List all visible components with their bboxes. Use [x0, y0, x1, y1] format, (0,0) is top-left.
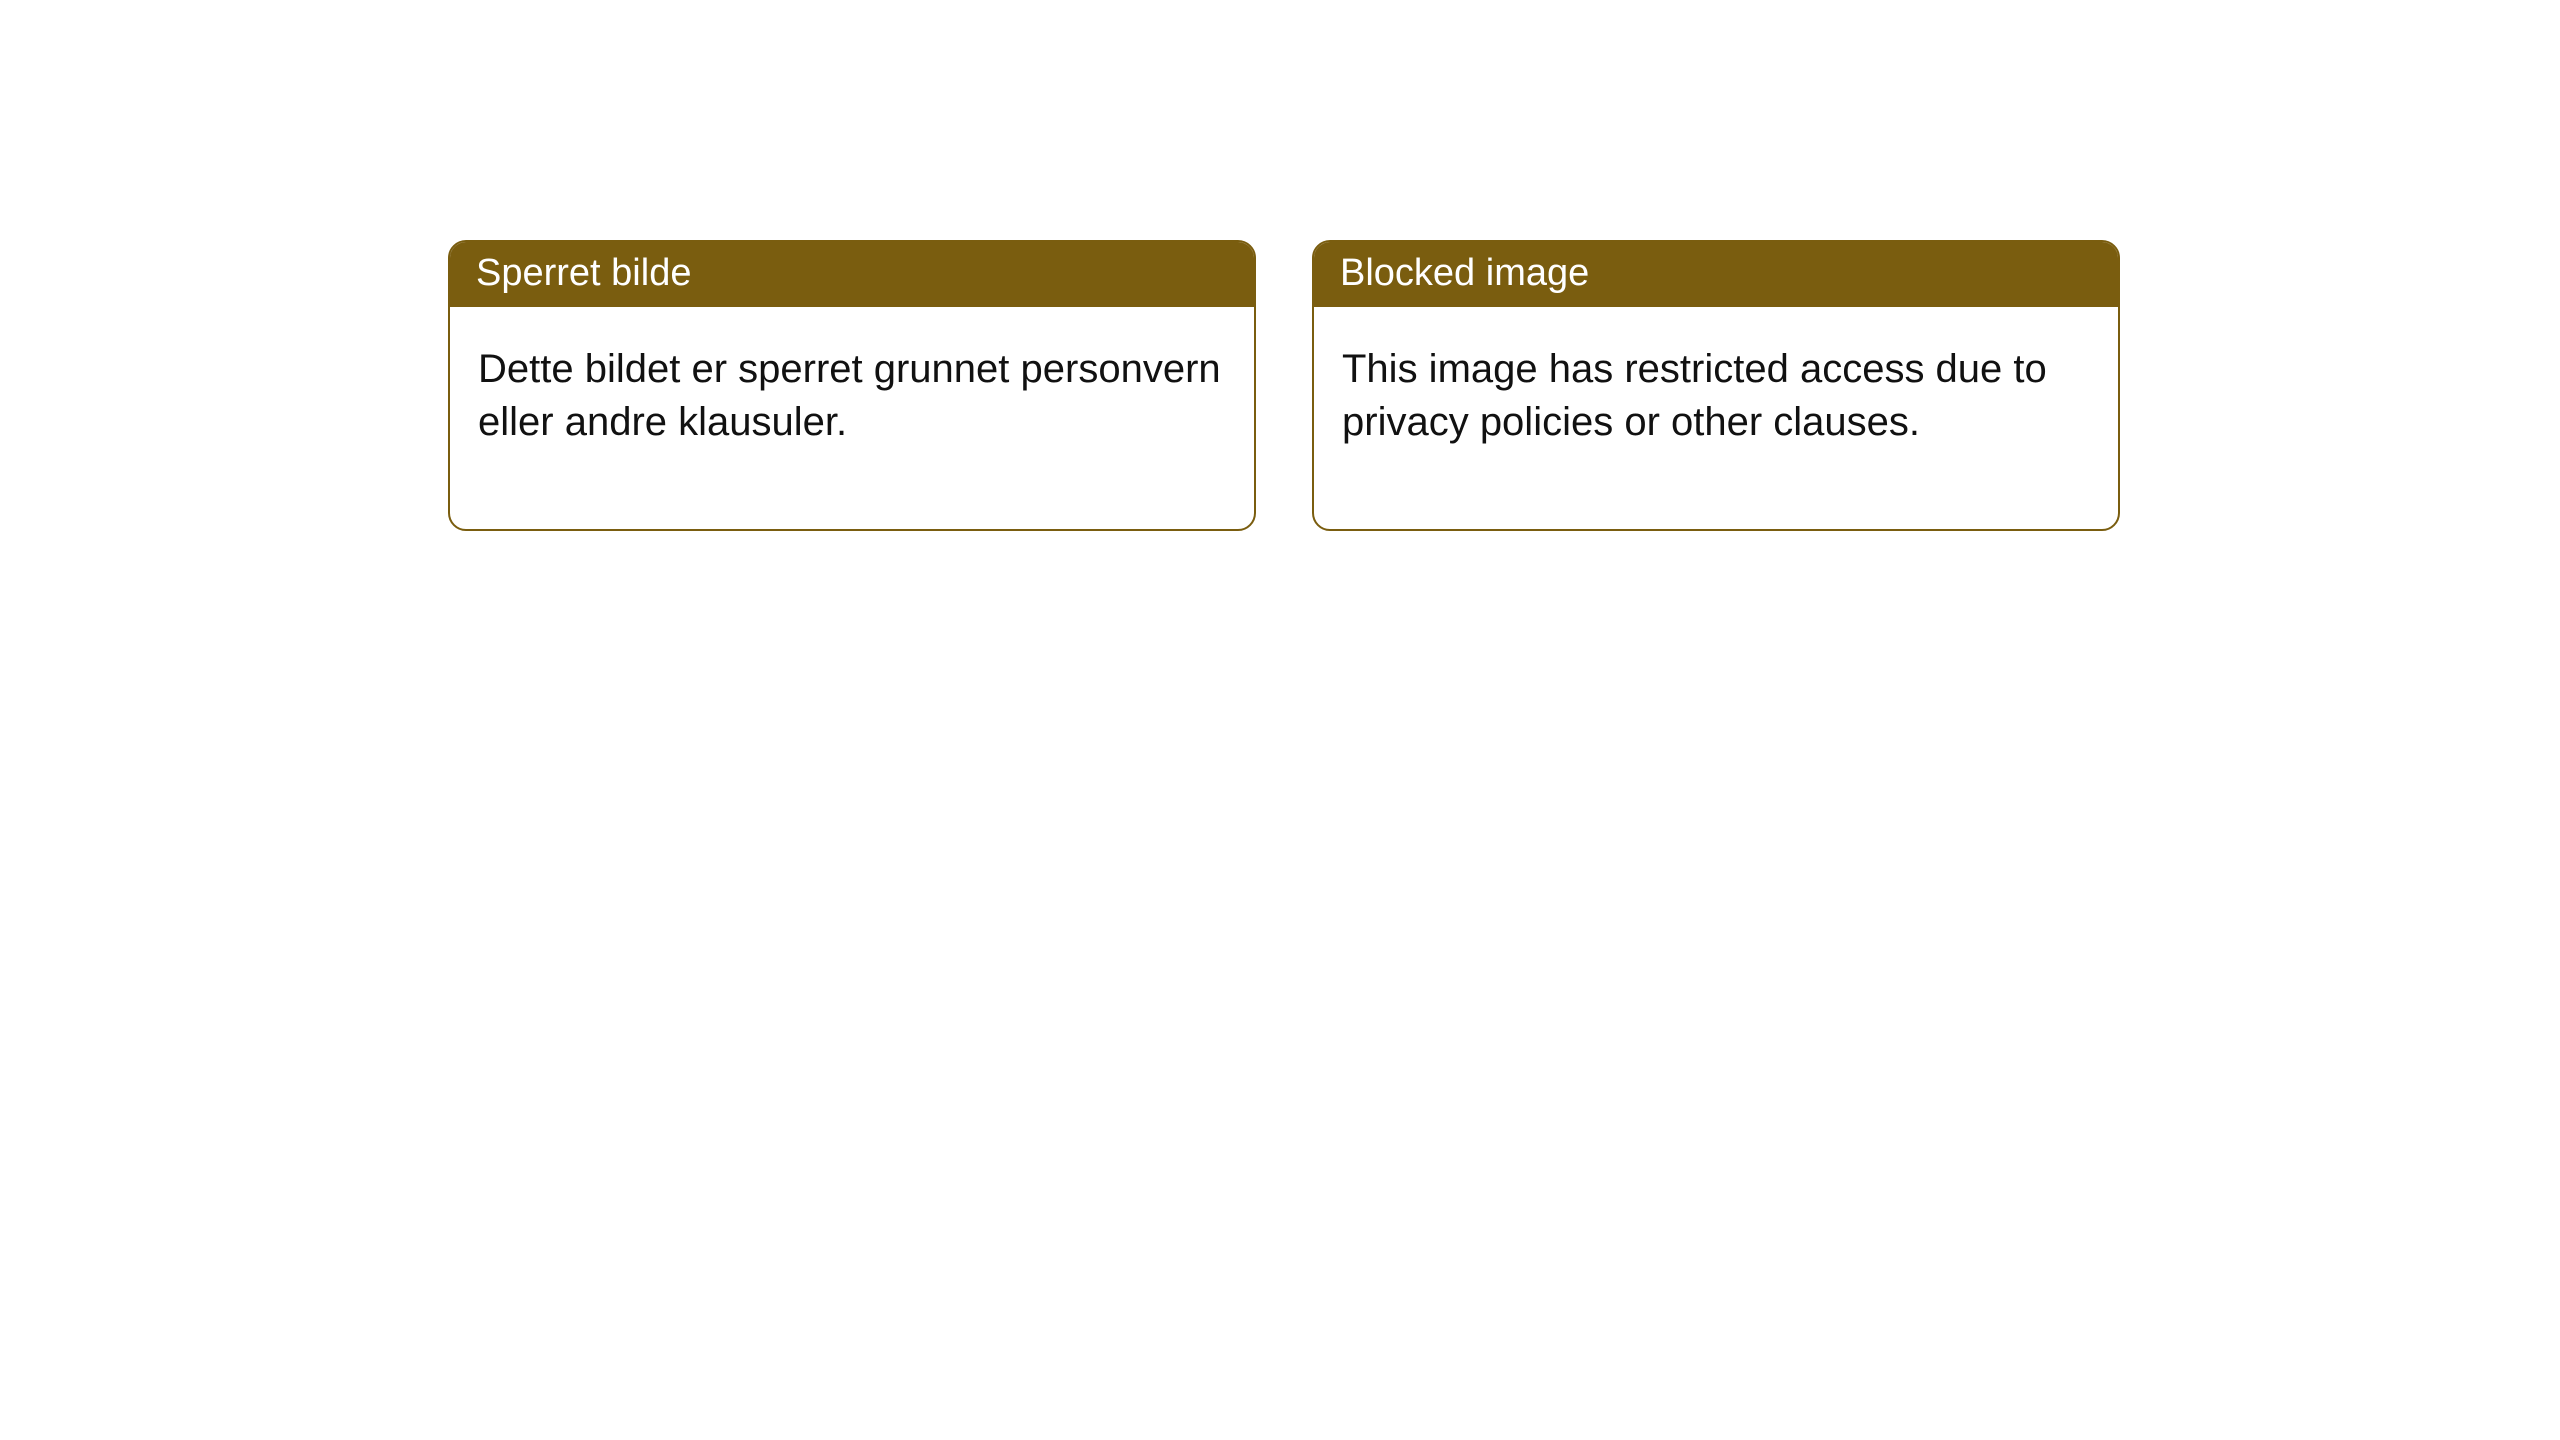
- card-body-text: Dette bildet er sperret grunnet personve…: [478, 347, 1221, 444]
- card-header: Sperret bilde: [450, 242, 1254, 307]
- card-body-text: This image has restricted access due to …: [1342, 347, 2047, 444]
- card-header: Blocked image: [1314, 242, 2118, 307]
- card-body: This image has restricted access due to …: [1314, 307, 2118, 529]
- notice-card-norwegian: Sperret bilde Dette bildet er sperret gr…: [448, 240, 1256, 531]
- card-title: Sperret bilde: [476, 252, 691, 294]
- notice-cards-container: Sperret bilde Dette bildet er sperret gr…: [448, 240, 2560, 531]
- card-body: Dette bildet er sperret grunnet personve…: [450, 307, 1254, 529]
- card-title: Blocked image: [1340, 252, 1589, 294]
- notice-card-english: Blocked image This image has restricted …: [1312, 240, 2120, 531]
